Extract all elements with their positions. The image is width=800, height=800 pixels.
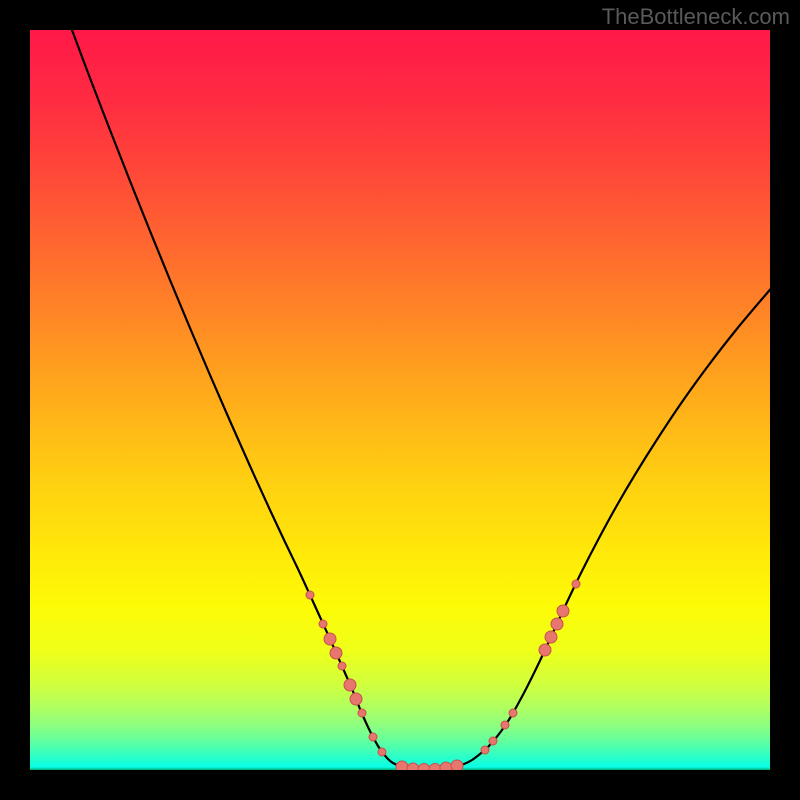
marker-dot xyxy=(338,662,346,670)
marker-dot xyxy=(350,693,362,705)
marker-dot xyxy=(429,764,441,771)
marker-dot xyxy=(418,764,430,771)
marker-dot xyxy=(572,580,580,588)
marker-dot xyxy=(319,620,327,628)
marker-dot xyxy=(551,618,563,630)
marker-dot xyxy=(539,644,551,656)
marker-dot xyxy=(501,721,509,729)
marker-dot xyxy=(378,748,386,756)
marker-dot xyxy=(330,647,342,659)
marker-dot xyxy=(344,679,356,691)
marker-dot xyxy=(407,763,419,770)
marker-dot xyxy=(451,760,463,770)
curve-layer xyxy=(30,30,770,770)
marker-dot xyxy=(358,709,366,717)
watermark-text: TheBottleneck.com xyxy=(602,4,790,30)
bottleneck-curve xyxy=(72,30,770,770)
marker-dot xyxy=(557,605,569,617)
marker-dot xyxy=(324,633,336,645)
marker-dot xyxy=(509,709,517,717)
marker-dot xyxy=(545,631,557,643)
marker-dot xyxy=(481,746,489,754)
plot-area xyxy=(30,30,770,770)
marker-points xyxy=(306,580,580,770)
marker-dot xyxy=(440,762,452,770)
marker-dot xyxy=(306,591,314,599)
marker-dot xyxy=(369,733,377,741)
marker-dot xyxy=(489,737,497,745)
marker-dot xyxy=(396,761,408,770)
